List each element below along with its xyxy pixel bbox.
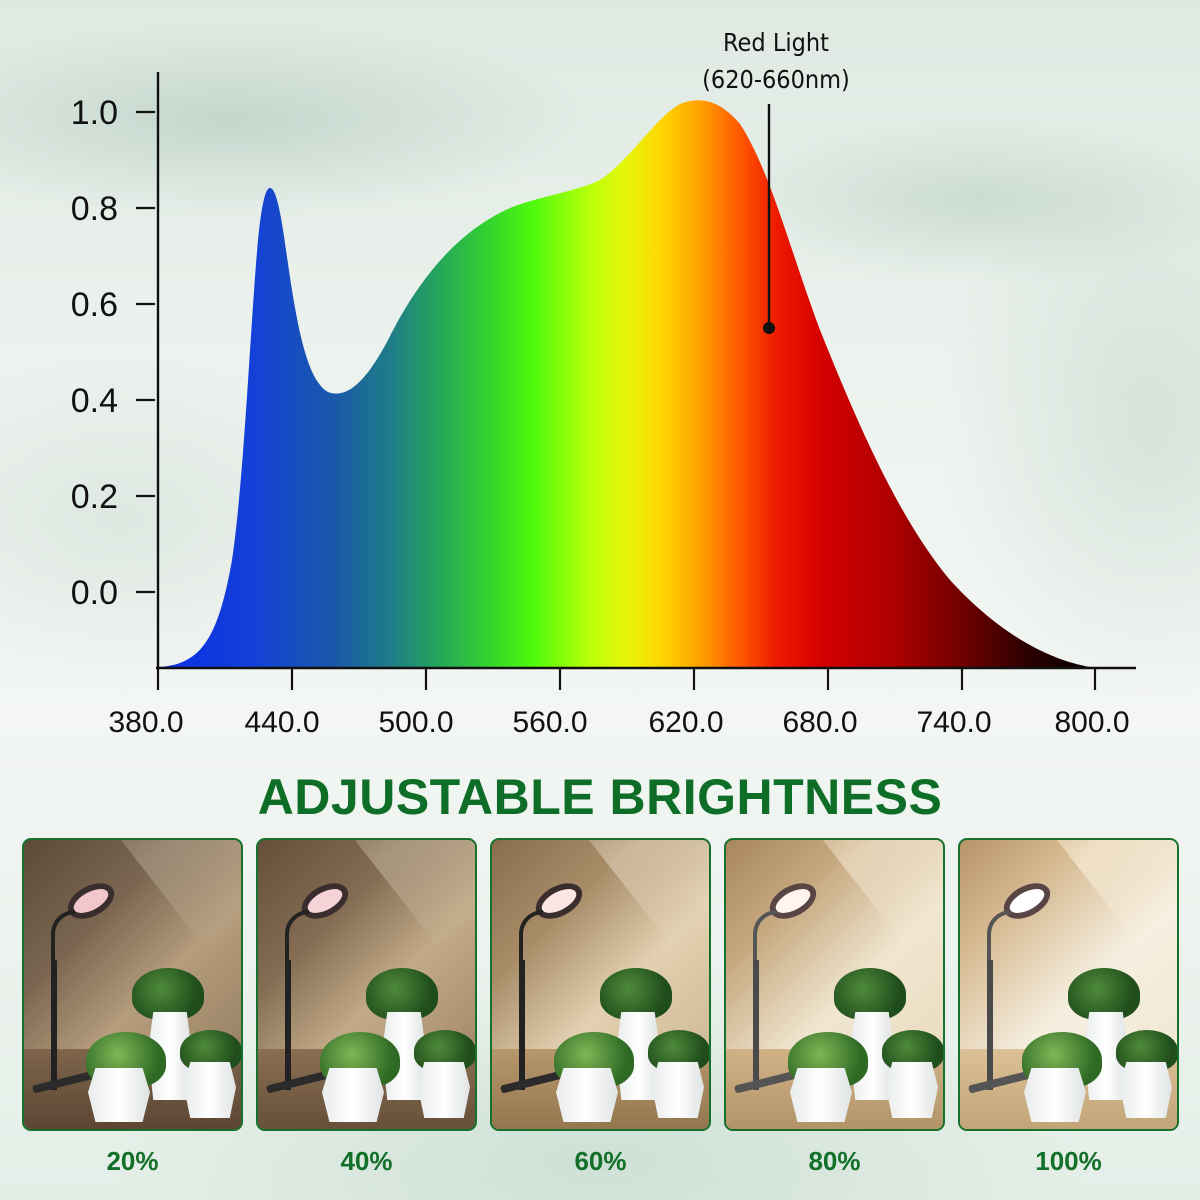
brightness-panel-40	[256, 838, 477, 1131]
lamp-neck	[753, 910, 777, 970]
x-tick-label: 740.0	[916, 706, 991, 739]
x-tick-label: 440.0	[244, 706, 319, 739]
brightness-panel-60	[490, 838, 711, 1131]
planter	[886, 1062, 938, 1118]
planter	[1024, 1068, 1086, 1122]
y-tick-label: 0.4	[71, 382, 118, 420]
x-tick-label: 380.0	[108, 706, 183, 739]
x-tick-label: 500.0	[378, 706, 453, 739]
y-tick-label: 0.0	[71, 574, 118, 612]
lamp-pole	[51, 960, 57, 1090]
y-tick-label: 0.8	[71, 190, 118, 228]
lamp-pole	[519, 960, 525, 1090]
planter	[790, 1068, 852, 1122]
brightness-panel-100	[958, 838, 1179, 1131]
plant-foliage	[132, 968, 204, 1020]
y-axis-ticks: 1.0 0.8 0.6 0.4 0.2 0.0	[71, 94, 155, 612]
planter	[184, 1062, 236, 1118]
brightness-label-20: 20%	[106, 1146, 159, 1176]
lamp-pole	[285, 960, 291, 1090]
x-tick-label: 620.0	[648, 706, 723, 739]
headline-adjustable-brightness: ADJUSTABLE BRIGHTNESS	[257, 769, 943, 825]
y-tick-label: 1.0	[71, 94, 118, 132]
brightness-label-40: 40%	[340, 1146, 393, 1176]
lamp-neck	[519, 910, 543, 970]
y-tick-label: 0.2	[71, 478, 118, 516]
x-tick-label: 680.0	[782, 706, 857, 739]
spectrum-area	[160, 100, 1090, 667]
brightness-label-100: 100%	[1035, 1146, 1102, 1176]
planter	[652, 1062, 704, 1118]
x-tick-label: 560.0	[512, 706, 587, 739]
callout-title: Red Light	[723, 28, 829, 57]
planter	[1120, 1062, 1172, 1118]
planter	[88, 1068, 150, 1122]
plant-foliage	[366, 968, 438, 1020]
lamp-neck	[51, 910, 75, 970]
red-light-callout: Red Light (620-660nm)	[702, 28, 850, 334]
brightness-label-80: 80%	[808, 1146, 861, 1176]
y-tick-label: 0.6	[71, 286, 118, 324]
planter	[322, 1068, 384, 1122]
plant-foliage	[834, 968, 906, 1020]
plant-foliage	[600, 968, 672, 1020]
x-axis-ticks: 380.0 440.0 500.0 560.0 620.0 680.0 740.…	[108, 668, 1130, 739]
spectrum-chart: 1.0 0.8 0.6 0.4 0.2 0.0 380.0 440.0 500.…	[71, 28, 1136, 739]
callout-dot	[763, 322, 775, 334]
lamp-pole	[987, 960, 993, 1090]
brightness-panels	[22, 838, 1182, 1131]
lamp-neck	[285, 910, 309, 970]
brightness-label-60: 60%	[574, 1146, 627, 1176]
brightness-panel-20	[22, 838, 243, 1131]
callout-range: (620-660nm)	[702, 65, 850, 94]
planter	[556, 1068, 618, 1122]
brightness-panel-80	[724, 838, 945, 1131]
planter	[418, 1062, 470, 1118]
lamp-neck	[987, 910, 1011, 970]
plant-foliage	[1068, 968, 1140, 1020]
x-tick-label: 800.0	[1054, 706, 1129, 739]
lamp-pole	[753, 960, 759, 1090]
